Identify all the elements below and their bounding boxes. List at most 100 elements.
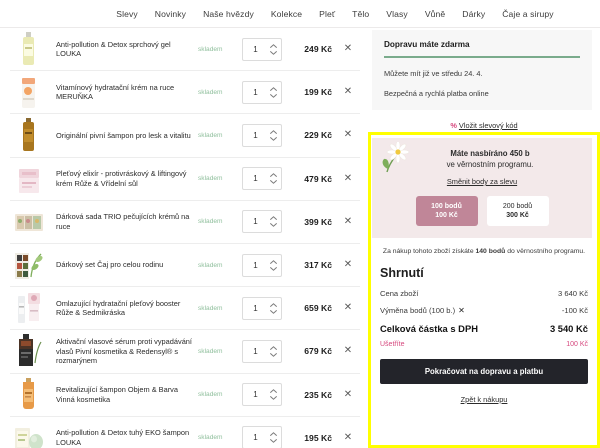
product-thumbnail[interactable]: [12, 117, 46, 154]
chevron-up-icon[interactable]: [269, 432, 277, 437]
quantity-stepper[interactable]: 1: [242, 123, 282, 147]
quantity-stepper[interactable]: 1: [242, 426, 282, 448]
product-thumbnail[interactable]: [12, 419, 46, 448]
remove-item-icon[interactable]: ✕: [343, 215, 353, 227]
product-thumbnail[interactable]: [12, 333, 46, 370]
product-name[interactable]: Revitalizující šampon Objem & Barva Vinn…: [56, 385, 178, 404]
quantity-value[interactable]: 1: [253, 130, 258, 140]
chevron-up-icon[interactable]: [269, 389, 277, 393]
nav-item-6[interactable]: Vlasy: [386, 8, 408, 19]
quantity-stepper[interactable]: 1: [242, 253, 282, 277]
product-name[interactable]: Aktivační vlasové sérum proti vypadávání…: [56, 337, 192, 366]
remove-points-icon[interactable]: ✕: [458, 306, 465, 315]
remove-item-icon[interactable]: ✕: [343, 172, 353, 184]
remove-item-icon[interactable]: ✕: [343, 129, 353, 141]
add-coupon-link[interactable]: Vložit slevový kód: [458, 121, 518, 130]
nav-item-4[interactable]: Pleť: [319, 8, 336, 19]
coupon-row: % Vložit slevový kód: [368, 121, 600, 130]
quantity-value[interactable]: 1: [253, 44, 258, 54]
chevron-up-icon[interactable]: [269, 130, 277, 134]
product-thumbnail[interactable]: [12, 290, 46, 327]
quantity-value[interactable]: 1: [253, 303, 258, 313]
nav-item-8[interactable]: Dárky: [462, 8, 486, 19]
voucher-option-1[interactable]: 200 bodů 300 Kč: [486, 196, 549, 226]
chevron-down-icon[interactable]: [269, 439, 277, 444]
nav-item-3[interactable]: Kolekce: [270, 8, 303, 19]
chevron-up-icon[interactable]: [269, 43, 277, 48]
product-thumbnail[interactable]: [12, 74, 46, 111]
chevron-up-icon[interactable]: [269, 173, 277, 178]
chevron-up-icon[interactable]: [269, 86, 277, 91]
shipping-progress-bar: [384, 56, 580, 58]
product-name[interactable]: Dárková sada TRIO pečujících krémů na ru…: [56, 212, 190, 231]
product-thumbnail[interactable]: [12, 31, 46, 68]
product-name[interactable]: Pleťový elixír - protivráskový & lifting…: [56, 169, 187, 188]
remove-item-icon[interactable]: ✕: [343, 259, 353, 271]
remove-item-icon[interactable]: ✕: [343, 388, 353, 400]
nav-item-7[interactable]: Vůně: [424, 8, 446, 19]
chevron-down-icon[interactable]: [269, 137, 277, 141]
remove-item-icon[interactable]: ✕: [343, 43, 353, 55]
quantity-stepper[interactable]: 1: [242, 80, 282, 104]
savings-value: 100 Kč: [566, 341, 588, 348]
product-name[interactable]: Vitamínový hydratační krém na ruce MERUŇ…: [56, 82, 175, 102]
continue-to-checkout-button[interactable]: Pokračovat na dopravu a platbu: [380, 359, 588, 384]
total-value: 3 540 Kč: [549, 323, 588, 334]
product-thumbnail[interactable]: [12, 376, 46, 413]
chevron-down-icon[interactable]: [269, 266, 277, 271]
remove-item-icon[interactable]: ✕: [343, 431, 353, 443]
chevron-up-icon[interactable]: [269, 259, 277, 264]
summary-title: Shrnutí: [380, 266, 424, 280]
quantity-value[interactable]: 1: [253, 346, 258, 356]
quantity-arrows: [268, 432, 281, 444]
item-price: 229 Kč: [304, 130, 332, 141]
quantity-value[interactable]: 1: [253, 174, 258, 184]
chevron-up-icon[interactable]: [269, 216, 277, 221]
product-name[interactable]: Anti-pollution & Detox sprchový gel LOUK…: [56, 39, 171, 59]
product-thumbnail[interactable]: [12, 160, 46, 197]
product-name[interactable]: Dárkový set Čaj pro celou rodinu: [56, 260, 164, 270]
quantity-value[interactable]: 1: [253, 217, 258, 227]
remove-item-icon[interactable]: ✕: [343, 345, 353, 357]
quantity-stepper[interactable]: 1: [242, 383, 282, 407]
product-name[interactable]: Omlazující hydratační pleťový booster Rů…: [56, 298, 181, 318]
nav-item-5[interactable]: Tělo: [352, 8, 370, 19]
exchange-points-link[interactable]: Směnit body za slevu: [446, 177, 518, 186]
nav-item-1[interactable]: Novinky: [154, 8, 187, 19]
chevron-down-icon[interactable]: [269, 93, 277, 98]
quantity-value[interactable]: 1: [253, 433, 258, 443]
cart-page: Anti-pollution & Detox sprchový gel LOUK…: [0, 28, 600, 448]
nav-item-2[interactable]: Naše hvězdy: [203, 8, 254, 19]
goods-value: 3 640 Kč: [558, 289, 588, 298]
nav-item-0[interactable]: Slevy: [116, 8, 138, 19]
quantity-stepper[interactable]: 1: [242, 296, 282, 320]
chevron-up-icon[interactable]: [269, 302, 277, 307]
quantity-value[interactable]: 1: [253, 390, 258, 400]
product-thumbnail[interactable]: [12, 247, 46, 284]
earn-points-amount: 140 bodů: [475, 248, 506, 255]
nav-item-9[interactable]: Čaje a sirupy: [502, 8, 554, 19]
remove-item-icon[interactable]: ✕: [343, 302, 353, 314]
cart-item-row: Pleťový elixír - protivráskový & lifting…: [10, 158, 360, 201]
summary-row-goods: Cena zboží 3 640 Kč: [380, 289, 588, 298]
quantity-stepper[interactable]: 1: [242, 210, 282, 234]
back-to-shopping-link[interactable]: Zpět k nákupu: [460, 395, 508, 404]
chevron-down-icon[interactable]: [269, 223, 277, 228]
chevron-down-icon[interactable]: [269, 50, 277, 55]
chevron-down-icon[interactable]: [269, 180, 277, 185]
chevron-down-icon[interactable]: [269, 396, 277, 400]
product-name[interactable]: Originální pivní šampon pro lesk a vital…: [56, 130, 191, 140]
chevron-down-icon[interactable]: [269, 309, 277, 314]
chevron-up-icon[interactable]: [269, 346, 277, 350]
quantity-stepper[interactable]: 1: [242, 167, 282, 191]
item-price: 249 Kč: [304, 44, 332, 55]
quantity-stepper[interactable]: 1: [242, 37, 282, 61]
chevron-down-icon[interactable]: [269, 353, 277, 357]
quantity-value[interactable]: 1: [253, 87, 258, 97]
product-name[interactable]: Anti-pollution & Detox tuhý EKO šampon L…: [56, 428, 190, 447]
voucher-option-0[interactable]: 100 bodů 100 Kč: [415, 196, 478, 226]
quantity-stepper[interactable]: 1: [242, 339, 282, 363]
quantity-value[interactable]: 1: [253, 260, 258, 270]
remove-item-icon[interactable]: ✕: [343, 86, 353, 98]
product-thumbnail[interactable]: [12, 203, 46, 240]
